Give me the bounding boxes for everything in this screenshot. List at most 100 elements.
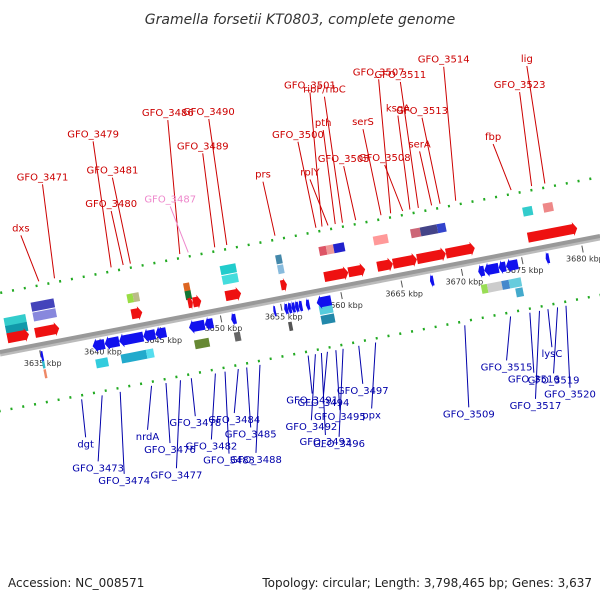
reverse-gene-label: GFO_3517 — [510, 401, 562, 412]
reverse-gene-label: GFO_3488 — [230, 455, 282, 466]
forward-gene-arrow — [376, 257, 393, 272]
tick-label: 3655 kbp — [265, 313, 303, 322]
reverse-gene-arrow — [498, 260, 507, 275]
reverse-feature-box — [515, 287, 525, 298]
forward-gene-label: ribF/ribC — [303, 85, 346, 96]
forward-gene-label: GFO_3480 — [85, 199, 137, 210]
tick-label: 3645 kbp — [144, 336, 182, 345]
reverse-label-leader — [224, 371, 230, 454]
reverse-gene-arrow — [155, 326, 168, 341]
forward-gene-label: fbp — [485, 132, 501, 143]
reverse-feature-box — [145, 348, 155, 359]
reverse-gene-arrow — [189, 319, 206, 334]
forward-gene-label: GFO_3511 — [374, 70, 426, 81]
reverse-gene-label: nrdA — [136, 432, 160, 443]
forward-gene-label: rplY — [300, 167, 320, 178]
forward-label-leader — [362, 129, 382, 216]
forward-gene-label: GFO_3501 — [284, 81, 336, 92]
reverse-gene-arrow — [291, 300, 296, 315]
reverse-label-leader — [233, 369, 239, 414]
reverse-label-leader — [165, 383, 171, 444]
reverse-gene-label: GFO_3515 — [481, 362, 533, 373]
reverse-label-leader — [81, 399, 87, 438]
forward-gene-label: prs — [255, 170, 271, 181]
forward-feature-box — [277, 264, 285, 275]
forward-feature-box — [275, 254, 283, 265]
forward-gene-arrow — [392, 253, 417, 269]
forward-gene-label: GFO_3508 — [359, 153, 411, 164]
reverse-gene-arrow — [231, 312, 237, 326]
reverse-label-leader — [565, 305, 571, 388]
reverse-gene-arrow — [305, 297, 311, 312]
reverse-gene-arrow — [273, 304, 277, 318]
reverse-gene-label: GFO_3492 — [285, 422, 337, 433]
forward-feature-box — [419, 224, 439, 237]
tick-label: 3680 kbp — [566, 254, 600, 263]
reverse-gene-label: GFO_3483 — [203, 456, 255, 467]
forward-label-leader — [399, 81, 419, 209]
forward-label-leader — [419, 151, 433, 206]
reverse-label-leader — [358, 345, 364, 384]
forward-label-leader — [378, 79, 392, 214]
forward-feature-box — [132, 292, 141, 303]
tick-mark — [581, 245, 584, 253]
reverse-feature-box — [486, 281, 503, 293]
forward-gene-arrow — [224, 287, 242, 302]
forward-feature-box — [219, 263, 237, 276]
reverse-gene-label: GFO_3519 — [528, 375, 580, 386]
forward-feature-box — [372, 233, 389, 246]
tick-mark — [400, 280, 403, 288]
reverse-label-leader — [371, 342, 377, 409]
forward-gene-arrow — [6, 328, 30, 344]
reverse-gene-label: GFO_3497 — [337, 386, 389, 397]
reverse-gene-arrow — [204, 317, 215, 331]
reverse-label-leader — [506, 316, 512, 361]
forward-gene-label: GFO_3507 — [353, 67, 405, 78]
forward-gene-label: GFO_3505 — [318, 154, 370, 165]
reverse-label-leader — [310, 354, 316, 421]
reverse-gene-arrow — [298, 299, 304, 313]
forward-feature-box — [221, 273, 239, 285]
forward-label-leader — [297, 141, 317, 228]
forward-label-leader — [519, 92, 533, 187]
forward-feature-box — [522, 205, 534, 217]
reverse-feature-box — [480, 283, 489, 294]
tick-label: 3665 kbp — [385, 289, 423, 298]
reverse-gene-arrow — [40, 349, 45, 363]
forward-gene-arrow — [192, 294, 202, 309]
reverse-label-leader — [119, 391, 125, 474]
tick-mark — [460, 268, 464, 276]
reverse-label-leader — [464, 325, 470, 408]
reverse-gene-arrow — [104, 336, 121, 350]
forward-gene-arrow — [526, 222, 578, 243]
tick-label: 3660 kbp — [325, 301, 363, 310]
tick-label: 3650 kbp — [205, 324, 243, 333]
reverse-feature-box — [95, 357, 109, 369]
forward-gene-labels: dxs GFO_3471 GFO_3479 GFO_3480 GFO_3481 GFO_3… — [12, 54, 546, 282]
reverse-label-leader — [246, 367, 252, 428]
forward-feature-box — [436, 222, 447, 234]
forward-gene-label: GFO_3523 — [494, 80, 546, 91]
reverse-gene-arrow — [143, 328, 157, 343]
accession-text: Accession: NC_008571 — [8, 576, 145, 590]
reverse-gene-arrow — [484, 262, 500, 277]
forward-label-leader — [309, 179, 329, 226]
forward-label-leader — [208, 118, 228, 246]
reverse-label-leader — [553, 307, 559, 374]
reverse-label-leader — [322, 351, 328, 396]
reverse-gene-label: GFO_3482 — [185, 442, 237, 453]
forward-feature-box — [183, 282, 191, 293]
tick-label: 3640 kbp — [84, 347, 122, 356]
reverse-label-leader — [335, 350, 341, 411]
reverse-gene-label: GFO_3494 — [298, 398, 350, 409]
forward-gene-arrow — [34, 322, 60, 338]
forward-feature-box — [318, 245, 328, 256]
reverse-gene-label: GFO_3509 — [443, 409, 495, 420]
reverse-feature-box — [194, 337, 211, 350]
reverse-gene-label: GFO_3478 — [169, 418, 221, 429]
forward-label-leader — [322, 129, 336, 225]
forward-label-leader — [526, 65, 546, 184]
forward-label-leader — [421, 117, 441, 204]
genome-backbone — [0, 234, 600, 357]
